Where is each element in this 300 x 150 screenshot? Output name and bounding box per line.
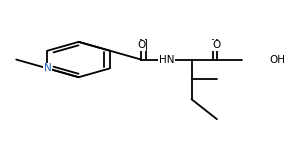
Text: O: O	[213, 40, 221, 50]
Text: OH: OH	[269, 55, 285, 64]
Text: HN: HN	[159, 55, 174, 64]
Text: N: N	[44, 63, 51, 73]
Text: O: O	[137, 40, 145, 50]
